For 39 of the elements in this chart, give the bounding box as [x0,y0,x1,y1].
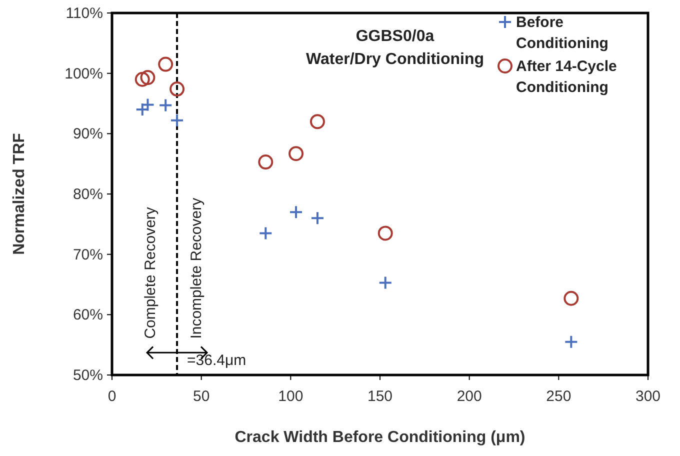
x-tick-label: 200 [456,388,482,405]
annotation: Complete Recovery [142,206,160,339]
point [378,276,392,290]
point [134,72,150,87]
x-axis-title: Crack Width Before Conditioning (μm) [234,429,526,446]
legend-label: Before Conditioning [516,14,608,52]
point [158,98,173,112]
y-tick-label: 70% [72,246,103,264]
y-tick-label: 110% [66,5,103,22]
y-tick-label: 60% [72,306,103,324]
point [170,82,185,97]
x-tick-label: 150 [367,388,393,405]
point [564,290,579,306]
point [258,154,274,170]
point [170,113,184,128]
y-axis-title: Normalized TRF [11,132,28,255]
point [310,211,324,226]
y-tick-label: 100% [64,65,103,82]
x-tick-label: 50 [192,388,210,405]
point [310,114,325,130]
point [564,334,578,349]
x-tick-label: 300 [635,388,661,405]
y-tick-label: 80% [72,186,103,203]
x-tick-label: 0 [108,388,116,405]
point [289,205,304,220]
ref-line-label: =36.4μm [187,352,246,369]
text: GGBS0/0a [356,28,434,45]
point [158,56,174,72]
point [378,226,393,241]
legend-label: After 14-Cycle Conditioning [516,58,617,96]
x-tick-label: 100 [278,388,304,405]
point [140,70,156,86]
x-tick-label: 250 [546,388,572,405]
y-tick-label: 50% [72,367,103,384]
text: Water/Dry Conditioning [306,51,484,68]
point [258,226,273,240]
point [288,146,304,162]
annotation: Incomplete Recovery [188,197,206,339]
y-tick-label: 90% [72,126,103,143]
